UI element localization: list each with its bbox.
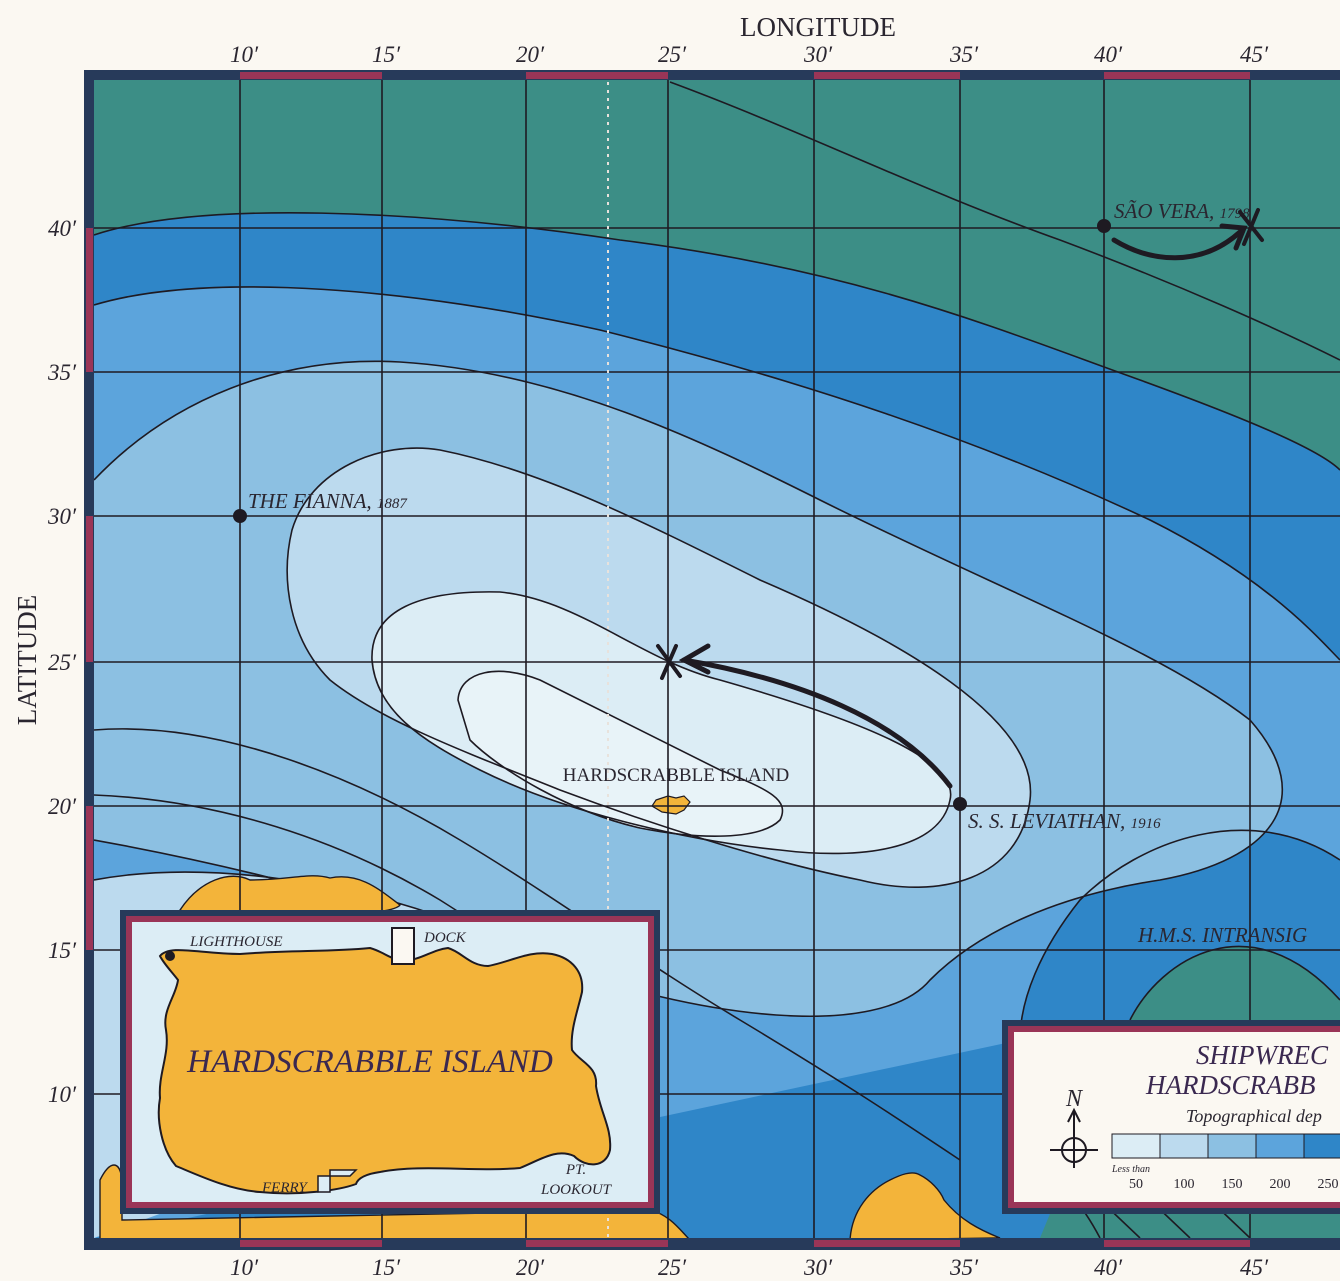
- lon-tick-bottom: 30′: [803, 1255, 833, 1280]
- longitude-title: LONGITUDE: [740, 12, 896, 42]
- lookout-label: PT.: [565, 1162, 586, 1178]
- legend-subtitle: Topographical dep: [1186, 1106, 1322, 1126]
- lighthouse-label: LIGHTHOUSE: [189, 934, 283, 950]
- lookout-label: LOOKOUT: [540, 1182, 613, 1198]
- ferry-label: FERRY: [261, 1180, 308, 1196]
- depth-scale: Less than 50 100 150 200 250: [1111, 1133, 1340, 1192]
- dock-icon: [391, 927, 415, 965]
- contour-lines: [94, 81, 1340, 1238]
- wreck-intransigent: H.M.S. INTRANSIG: [1137, 923, 1307, 947]
- depth-band-shallow: [371, 591, 951, 854]
- lighthouse-icon: [165, 951, 175, 961]
- wreck-fianna: THE FIANNA, 1887: [233, 489, 408, 523]
- lon-tick-bottom: 35′: [949, 1255, 979, 1280]
- latitude-title: LATITUDE: [12, 595, 42, 725]
- lat-tick: 20′: [48, 794, 77, 819]
- lat-tick: 40′: [48, 216, 77, 241]
- land-masses: [99, 795, 1001, 1238]
- lon-tick-top: 25′: [658, 42, 687, 67]
- depth-scale-label: 250: [1318, 1177, 1339, 1192]
- wreck-cross-icon: [1238, 208, 1264, 246]
- lon-tick-top: 45′: [1240, 42, 1269, 67]
- lon-tick-top: 10′: [230, 42, 259, 67]
- legend-title: HARDSCRABB: [1145, 1070, 1315, 1100]
- dock-label: DOCK: [423, 930, 467, 946]
- depth-scale-label: 150: [1222, 1177, 1243, 1192]
- lat-tick: 10′: [48, 1082, 77, 1107]
- wreck-dot: [953, 797, 967, 811]
- lat-tick: 15′: [48, 938, 77, 963]
- lon-tick-top: 20′: [516, 42, 545, 67]
- wreck-name: S. S. LEVIATHAN, 1916: [968, 809, 1161, 833]
- drift-arrow: [681, 657, 953, 789]
- depth-scale-label: 50: [1129, 1177, 1143, 1192]
- inset-map: LIGHTHOUSE DOCK FERRY PT. LOOKOUT HARDSC…: [120, 910, 660, 1214]
- wreck-leviathan: S. S. LEVIATHAN, 1916: [656, 643, 1161, 833]
- legend-title: SHIPWREC: [1196, 1040, 1329, 1070]
- compass-icon: N: [1050, 1086, 1098, 1168]
- inset-title: HARDSCRABBLE ISLAND: [186, 1044, 553, 1080]
- lon-ticks-top: 10′ 15′ 20′ 25′ 30′ 35′ 40′ 45′: [230, 42, 1269, 67]
- wreck-cross-icon: [656, 644, 682, 680]
- lon-tick-top: 30′: [803, 42, 833, 67]
- lat-tick: 25′: [48, 650, 77, 675]
- arrowhead-icon: [1219, 223, 1248, 251]
- wreck-dot: [233, 509, 247, 523]
- legend: SHIPWREC HARDSCRABB Topographical dep N …: [1002, 1020, 1340, 1214]
- lat-tick: 30′: [47, 504, 77, 529]
- arrowhead-icon: [678, 643, 711, 675]
- lon-tick-bottom: 15′: [372, 1255, 401, 1280]
- wreck-name: THE FIANNA, 1887: [248, 489, 408, 513]
- ferry-slip-icon: [317, 1169, 358, 1193]
- less-than-label: Less than: [1111, 1164, 1150, 1175]
- lon-ticks-bottom: 10′ 15′ 20′ 25′ 30′ 35′ 40′ 45′: [230, 1255, 1269, 1280]
- lon-tick-top: 35′: [949, 42, 979, 67]
- wreck-sao-vera: SÃO VERA, 1798: [1097, 199, 1264, 261]
- lon-tick-bottom: 20′: [516, 1255, 545, 1280]
- lon-tick-bottom: 40′: [1094, 1255, 1123, 1280]
- north-label: N: [1065, 1086, 1084, 1112]
- lon-tick-bottom: 10′: [230, 1255, 259, 1280]
- wreck-dot: [1097, 219, 1111, 233]
- lon-tick-top: 15′: [372, 42, 401, 67]
- wreck-name: H.M.S. INTRANSIG: [1137, 923, 1307, 947]
- depth-scale-label: 100: [1174, 1177, 1195, 1192]
- drift-arrow: [1111, 229, 1243, 261]
- lat-tick: 35′: [47, 360, 77, 385]
- depth-scale-label: 200: [1270, 1177, 1291, 1192]
- lon-tick-top: 40′: [1094, 42, 1123, 67]
- lon-tick-bottom: 25′: [658, 1255, 687, 1280]
- lat-ticks: 40′ 35′ 30′ 25′ 20′ 15′ 10′: [47, 216, 77, 1107]
- island-label: HARDSCRABBLE ISLAND: [563, 765, 789, 786]
- lon-tick-bottom: 45′: [1240, 1255, 1269, 1280]
